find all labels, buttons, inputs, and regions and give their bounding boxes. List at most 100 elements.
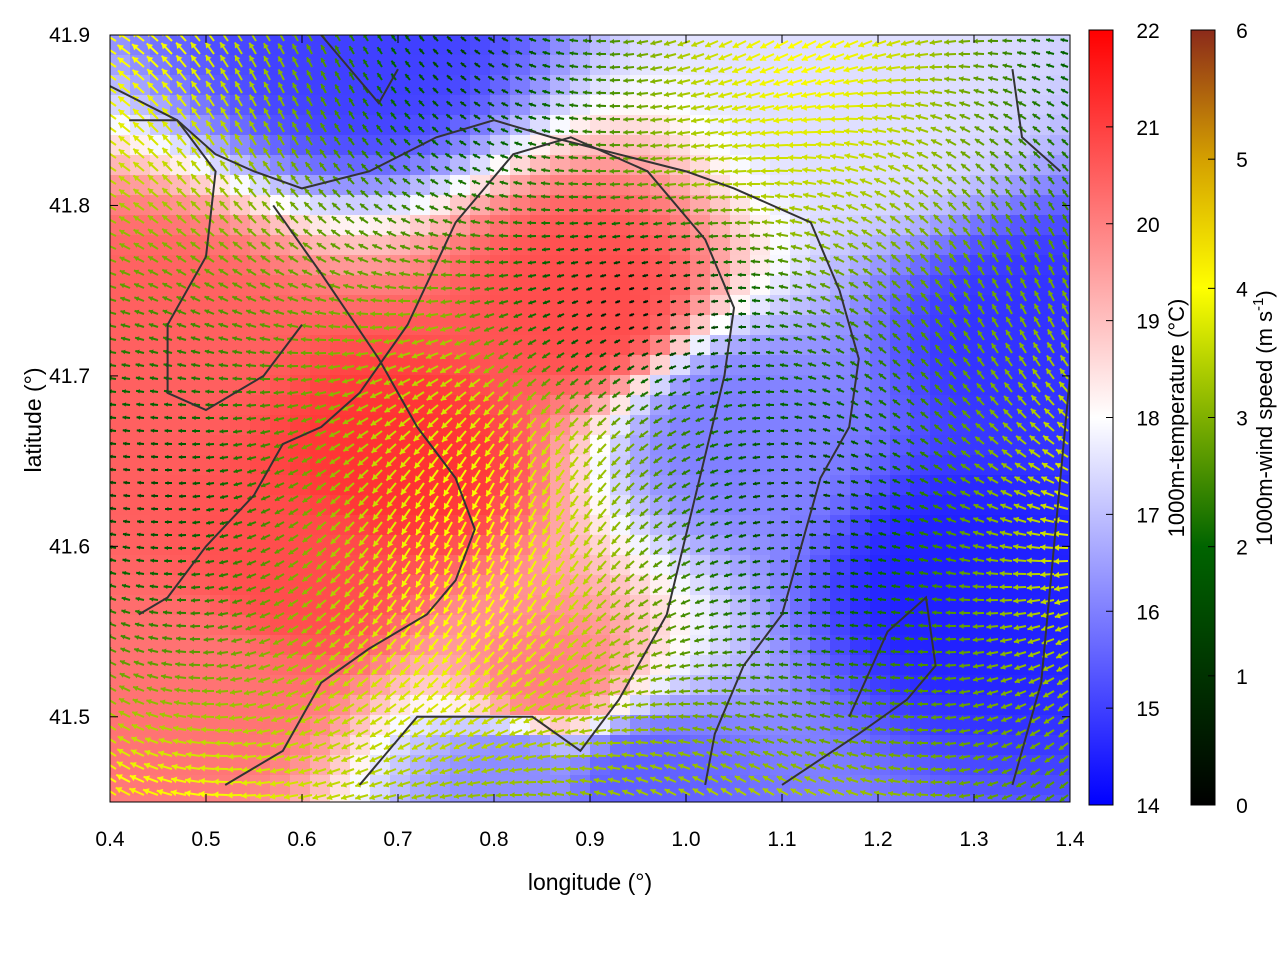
heatmap-cell [230, 555, 251, 576]
heatmap-cell [570, 655, 591, 676]
heatmap-cell [530, 375, 551, 396]
heatmap-cell [590, 535, 611, 556]
heatmap-cell [810, 275, 831, 296]
heatmap-cell [990, 795, 1011, 802]
heatmap-cell [850, 755, 871, 776]
heatmap-cell [310, 175, 331, 196]
heatmap-cell [610, 255, 631, 276]
heatmap-cell [230, 195, 251, 216]
heatmap-cell [110, 95, 131, 116]
heatmap-cell [890, 755, 911, 776]
heatmap-cell [470, 295, 491, 316]
heatmap-cell [270, 55, 291, 76]
heatmap-cell [130, 415, 151, 436]
heatmap-cell [270, 335, 291, 356]
heatmap-cell [850, 795, 871, 802]
heatmap-cell [150, 235, 171, 256]
heatmap-cell [530, 775, 551, 796]
heatmap-cell [570, 375, 591, 396]
heatmap-cell [590, 335, 611, 356]
heatmap-cell [510, 795, 531, 802]
heatmap-cell [750, 575, 771, 596]
heatmap-cell [490, 275, 511, 296]
heatmap-cell [610, 755, 631, 776]
heatmap-cell [430, 195, 451, 216]
heatmap-cell [370, 675, 391, 696]
heatmap-cell [470, 315, 491, 336]
heatmap-cell [550, 295, 571, 316]
heatmap-cell [390, 95, 411, 116]
heatmap-cell [590, 235, 611, 256]
heatmap-cell [170, 375, 191, 396]
heatmap-cell [970, 735, 991, 756]
heatmap-cell [610, 215, 631, 236]
heatmap-cell [1050, 795, 1070, 802]
heatmap-cell [810, 515, 831, 536]
heatmap-cell [990, 775, 1011, 796]
heatmap-cell [450, 95, 471, 116]
heatmap-cell [790, 495, 811, 516]
heatmap-cell [130, 235, 151, 256]
heatmap-cell [950, 435, 971, 456]
heatmap-cell [630, 535, 651, 556]
heatmap-cell [410, 775, 431, 796]
heatmap-cell [990, 115, 1011, 136]
heatmap-cell [390, 355, 411, 376]
heatmap-cell [510, 215, 531, 236]
heatmap-cell [390, 295, 411, 316]
heatmap-cell [770, 275, 791, 296]
heatmap-cell [430, 695, 451, 716]
heatmap-cell [110, 535, 131, 556]
heatmap-cell [770, 175, 791, 196]
heatmap-cell [750, 175, 771, 196]
heatmap-cell [350, 55, 371, 76]
heatmap-cell [170, 535, 191, 556]
heatmap-cell [950, 175, 971, 196]
heatmap-cell [170, 175, 191, 196]
heatmap-cell [1030, 315, 1051, 336]
heatmap-cell [430, 55, 451, 76]
heatmap-cell [370, 715, 391, 736]
heatmap-cell [870, 495, 891, 516]
heatmap-cell [410, 675, 431, 696]
heatmap-cell [170, 95, 191, 116]
heatmap-cell [750, 235, 771, 256]
heatmap-cell [370, 455, 391, 476]
heatmap-cell [670, 715, 691, 736]
heatmap-cell [110, 695, 131, 716]
heatmap-cell [110, 235, 131, 256]
heatmap-cell [190, 75, 211, 96]
heatmap-cell [510, 275, 531, 296]
heatmap-cell [270, 555, 291, 576]
heatmap-cell [510, 195, 531, 216]
heatmap-cell [810, 175, 831, 196]
heatmap-cell [530, 275, 551, 296]
heatmap-cell [290, 515, 311, 536]
heatmap-cell [1010, 615, 1031, 636]
heatmap-cell [430, 215, 451, 236]
heatmap-cell [190, 115, 211, 136]
heatmap-cell [630, 555, 651, 576]
heatmap-cell [430, 335, 451, 356]
heatmap-cell [970, 435, 991, 456]
heatmap-cell [910, 795, 931, 802]
heatmap-cell [870, 395, 891, 416]
heatmap-cell [970, 775, 991, 796]
heatmap-cell [830, 515, 851, 536]
heatmap-cell [350, 175, 371, 196]
heatmap-cell [930, 215, 951, 236]
heatmap-cell [350, 735, 371, 756]
heatmap-cell [370, 275, 391, 296]
heatmap-cell [730, 695, 751, 716]
heatmap-cell [870, 195, 891, 216]
heatmap-cell [590, 375, 611, 396]
heatmap-cell [990, 455, 1011, 476]
heatmap-cell [710, 75, 731, 96]
heatmap-cell [1010, 635, 1031, 656]
heatmap-cell [530, 435, 551, 456]
heatmap-cell [310, 775, 331, 796]
heatmap-cell [550, 795, 571, 802]
heatmap-cell [570, 175, 591, 196]
heatmap-cell [530, 235, 551, 256]
heatmap-cell [470, 235, 491, 256]
